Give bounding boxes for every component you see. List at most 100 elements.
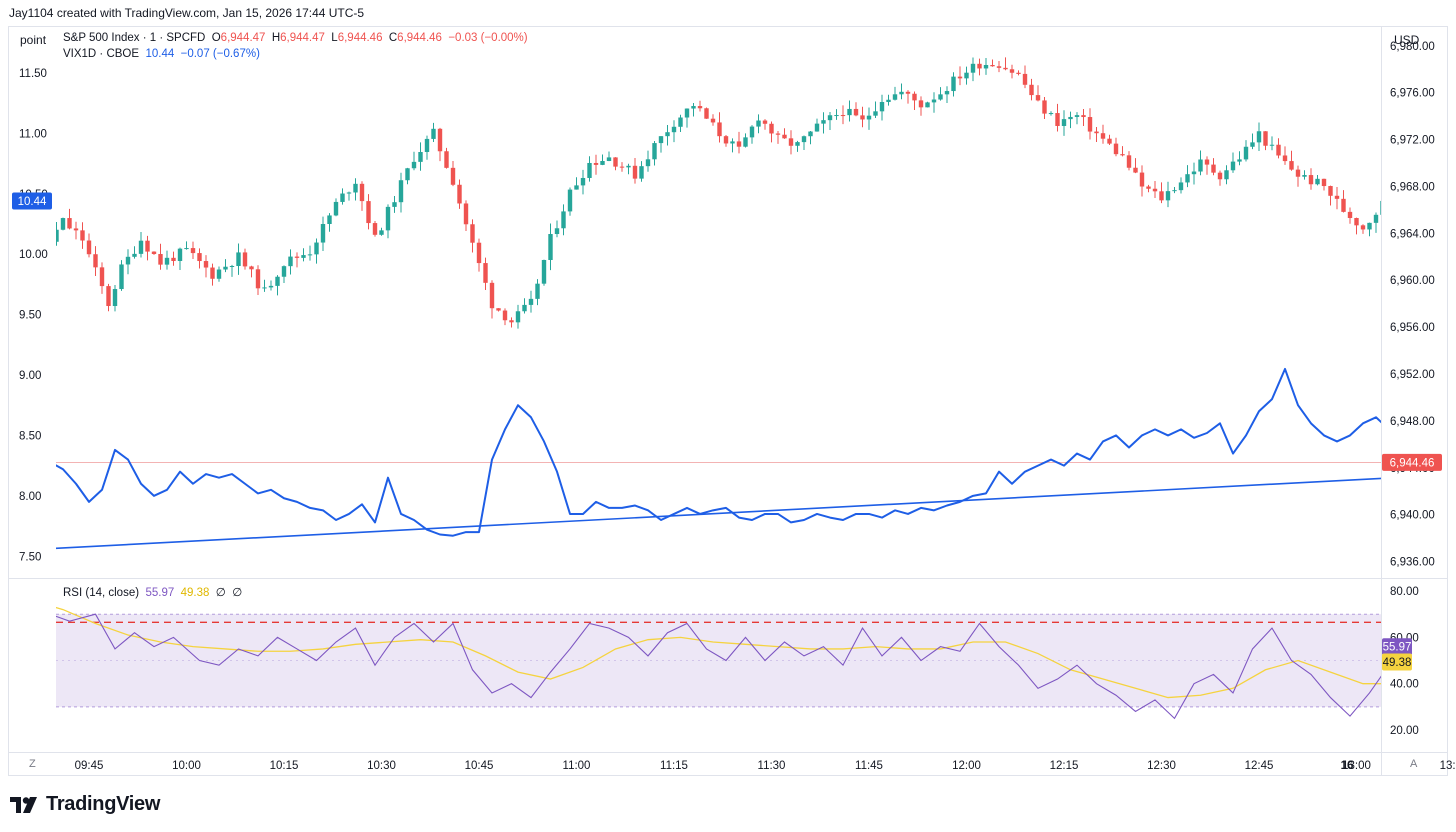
- spx-candle-body: [249, 266, 254, 270]
- rsi-last-badge: 55.97: [1382, 638, 1412, 656]
- spx-candle-body: [574, 185, 579, 190]
- spx-candle-body: [15, 213, 19, 214]
- rsi-legend-na-2: ∅: [232, 587, 243, 599]
- spx-candle-body: [912, 93, 917, 101]
- spx-candle-body: [704, 108, 709, 119]
- time-axis-tick-25: 16: [1341, 760, 1354, 772]
- spx-candle-body: [1003, 67, 1008, 70]
- time-axis-tick-3: 10:30: [367, 760, 396, 772]
- spx-candle-body: [879, 102, 885, 112]
- time-axis-tick-2: 10:15: [270, 760, 299, 772]
- spx-candle-body: [619, 166, 625, 168]
- spx-candle-body: [1029, 84, 1034, 96]
- spx-candle-body: [756, 120, 761, 127]
- spx-candle-body: [463, 203, 469, 225]
- left-scale-label[interactable]: point: [20, 33, 47, 47]
- spx-candle-body: [1139, 172, 1145, 187]
- spx-candle-body: [476, 242, 482, 264]
- spx-close: 6,944.46: [397, 32, 442, 44]
- spx-candle-body: [626, 165, 631, 168]
- spx-candle-body: [28, 211, 32, 228]
- time-axis-tick-8: 11:45: [855, 760, 883, 772]
- spx-candle-body: [268, 285, 274, 288]
- spx-candle-body: [457, 184, 462, 204]
- spx-candle-body: [632, 165, 638, 179]
- spx-candle-body: [990, 65, 995, 67]
- spx-candle-body: [1198, 159, 1203, 172]
- spx-candle-body: [210, 267, 215, 279]
- vix-last-badge: 10.44: [12, 192, 52, 210]
- vix1d-trendline: [56, 477, 1381, 550]
- spx-candle-body: [431, 128, 436, 139]
- spx-candle-body: [1042, 100, 1047, 114]
- spx-candle-body: [515, 311, 521, 323]
- spx-candle-body: [353, 183, 358, 193]
- spx-candle-body: [1159, 191, 1164, 201]
- time-axis-tick-13: 13:00: [1342, 760, 1371, 772]
- spx-candle-body: [1185, 174, 1190, 183]
- vix-axis-tick-7: 8.00: [19, 491, 41, 503]
- spx-candle-body: [301, 255, 306, 258]
- spx-candle-body: [970, 63, 976, 73]
- spx-candle-body: [1354, 218, 1359, 226]
- spx-candle-body: [1243, 146, 1249, 160]
- spx-candles: [15, 57, 1417, 463]
- time-axis: 09:45 10:00 10:15 10:30 10:45 11:00 11:15 11:30…: [75, 760, 1456, 772]
- spx-candle-body: [151, 251, 157, 255]
- vix-axis-tick-3: 10.00: [19, 249, 48, 261]
- time-zoom-button[interactable]: Z: [29, 758, 36, 770]
- rsi-layer: [56, 606, 1381, 720]
- price-axis-tick-8: 6,948.00: [1390, 416, 1435, 428]
- spx-candle-body: [333, 201, 339, 216]
- spx-candle-body: [1315, 178, 1320, 185]
- spx-candle-body: [730, 141, 735, 144]
- rsi-last-badge-text: 55.97: [1383, 642, 1412, 654]
- spx-candle-body: [1178, 182, 1184, 191]
- spx-candle-body: [840, 115, 846, 117]
- spx-last-badge: 6,944.46: [1382, 453, 1442, 471]
- spx-candle-body: [1250, 142, 1255, 147]
- spx-candle-body: [775, 133, 781, 135]
- spx-candle-body: [509, 320, 514, 323]
- spx-candle-body: [99, 267, 105, 287]
- spx-candle-body: [801, 136, 807, 143]
- spx-candle-body: [320, 224, 326, 243]
- spx-candle-body: [1191, 171, 1197, 175]
- spx-candle-body: [327, 215, 332, 225]
- spx-open-label: O: [211, 32, 221, 44]
- spx-candle-body: [190, 248, 196, 254]
- spx-candle-body: [1341, 198, 1346, 212]
- spx-candle-body: [944, 91, 950, 95]
- spx-change: −0.03 (−0.00%): [448, 32, 528, 44]
- spx-candle-body: [184, 248, 189, 250]
- spx-candle-body: [905, 91, 911, 94]
- spx-candle-body: [56, 229, 59, 242]
- spx-candle-body: [1302, 175, 1307, 177]
- rsi-legend-name: RSI (14, close): [63, 587, 140, 599]
- spx-candle-body: [1133, 167, 1138, 173]
- spx-candle-body: [541, 260, 547, 284]
- vix-axis-tick-4: 9.50: [19, 310, 41, 322]
- spx-candle-body: [158, 254, 163, 265]
- auto-scale-button[interactable]: A: [1410, 758, 1418, 770]
- spx-candle-body: [892, 94, 898, 100]
- spx-candle-body: [1074, 115, 1080, 117]
- spx-candle-body: [216, 269, 222, 279]
- right-scale-label[interactable]: USD: [1394, 33, 1420, 47]
- spx-candle-body: [977, 63, 982, 69]
- time-axis-tick-7: 11:30: [758, 760, 786, 772]
- spx-candle-body: [1282, 155, 1288, 162]
- spx-candle-body: [255, 269, 261, 289]
- spx-candle-body: [450, 167, 456, 185]
- spx-candle-body: [1373, 214, 1379, 223]
- spx-candle-body: [769, 123, 774, 134]
- spx-candle-body: [112, 289, 118, 307]
- spx-candle-body: [645, 159, 651, 167]
- spx-candle-body: [281, 266, 287, 277]
- spx-candle-body: [1230, 161, 1236, 171]
- spx-candle-body: [73, 228, 79, 231]
- spx-candle-body: [561, 211, 566, 229]
- spx-candle-body: [1413, 155, 1417, 160]
- spx-candle-body: [444, 151, 449, 168]
